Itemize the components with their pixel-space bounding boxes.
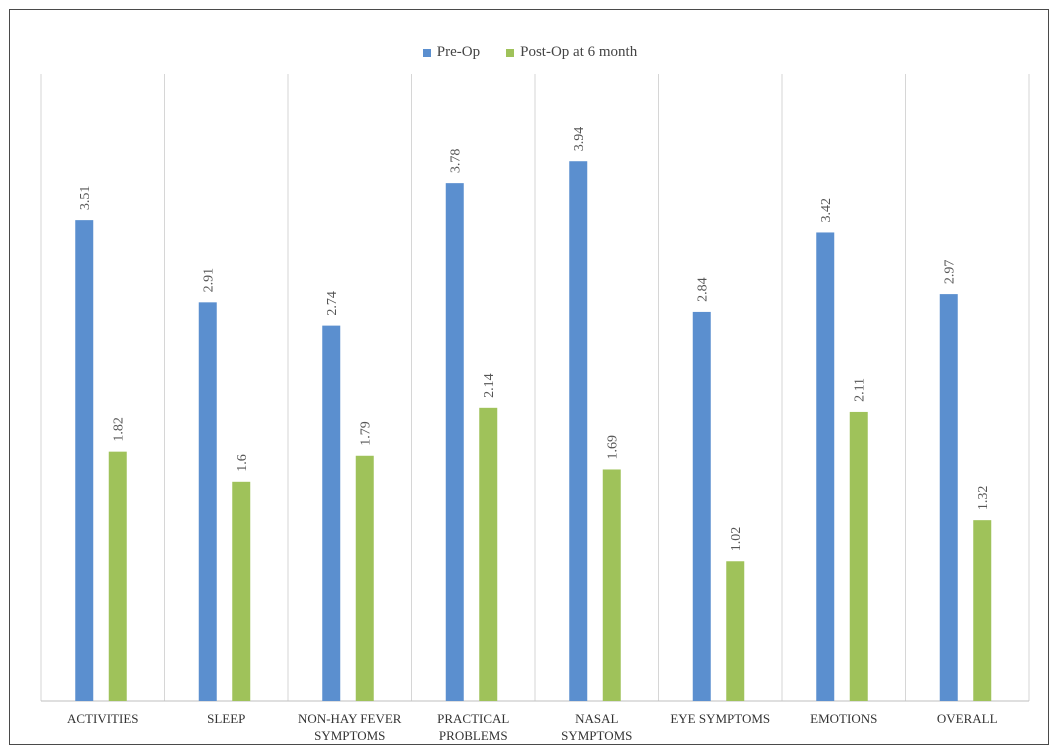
chart-frame: [9, 9, 1049, 745]
bar-pre-op: [322, 325, 341, 701]
data-label: 2.14: [482, 373, 497, 398]
data-label: 3.51: [78, 186, 93, 211]
category-label: PRACTICAL: [437, 711, 509, 726]
bar-post-op: [973, 520, 992, 701]
data-label: 2.74: [325, 291, 340, 316]
legend-label-post-op: Post-Op at 6 month: [520, 44, 638, 60]
category-label: SLEEP: [207, 711, 245, 726]
bar-pre-op: [816, 232, 835, 701]
category-label: SYMPTOMS: [561, 728, 632, 743]
category-label: EYE SYMPTOMS: [670, 711, 770, 726]
data-label: 2.91: [202, 268, 217, 293]
data-label: 1.69: [606, 435, 621, 460]
bar-pre-op: [569, 161, 588, 702]
bar-pre-op: [939, 294, 958, 701]
data-label: 3.78: [449, 149, 464, 174]
bar-pre-op: [692, 311, 711, 701]
category-label: NASAL: [575, 711, 618, 726]
data-label: 2.84: [696, 277, 711, 302]
legend-item-pre-op: Pre-Op: [422, 44, 481, 61]
data-label: 1.79: [359, 421, 374, 446]
bar-post-op: [355, 455, 374, 701]
legend-item-post-op: Post-Op at 6 month: [506, 44, 637, 61]
category-label: PROBLEMS: [439, 728, 508, 743]
data-label: 3.42: [819, 198, 834, 223]
bar-pre-op: [198, 302, 217, 701]
data-label: 2.97: [943, 260, 958, 285]
legend-label-pre-op: Pre-Op: [436, 44, 481, 60]
bar-post-op: [232, 481, 251, 701]
legend-swatch-pre-op: [422, 48, 431, 57]
category-label: ACTIVITIES: [67, 711, 139, 726]
bar-post-op: [108, 451, 127, 701]
category-label: EMOTIONS: [810, 711, 877, 726]
bar-post-op: [602, 469, 621, 701]
bar-pre-op: [445, 183, 464, 701]
data-label: 2.11: [853, 378, 868, 402]
data-label: 3.94: [572, 127, 587, 152]
category-label: NON-HAY FEVER: [298, 711, 402, 726]
category-label: OVERALL: [937, 711, 998, 726]
data-label: 1.02: [729, 527, 744, 552]
data-label: 1.32: [976, 486, 991, 511]
bar-post-op: [726, 561, 745, 701]
legend-swatch-post-op: [506, 48, 515, 57]
data-label: 1.6: [235, 454, 250, 472]
category-label: SYMPTOMS: [314, 728, 385, 743]
data-label: 1.82: [112, 417, 127, 442]
chart-legend: Pre-Op Post-Op at 6 month: [0, 44, 1060, 61]
bar-post-op: [479, 407, 498, 701]
bar-pre-op: [75, 220, 94, 701]
bar-post-op: [849, 411, 868, 701]
